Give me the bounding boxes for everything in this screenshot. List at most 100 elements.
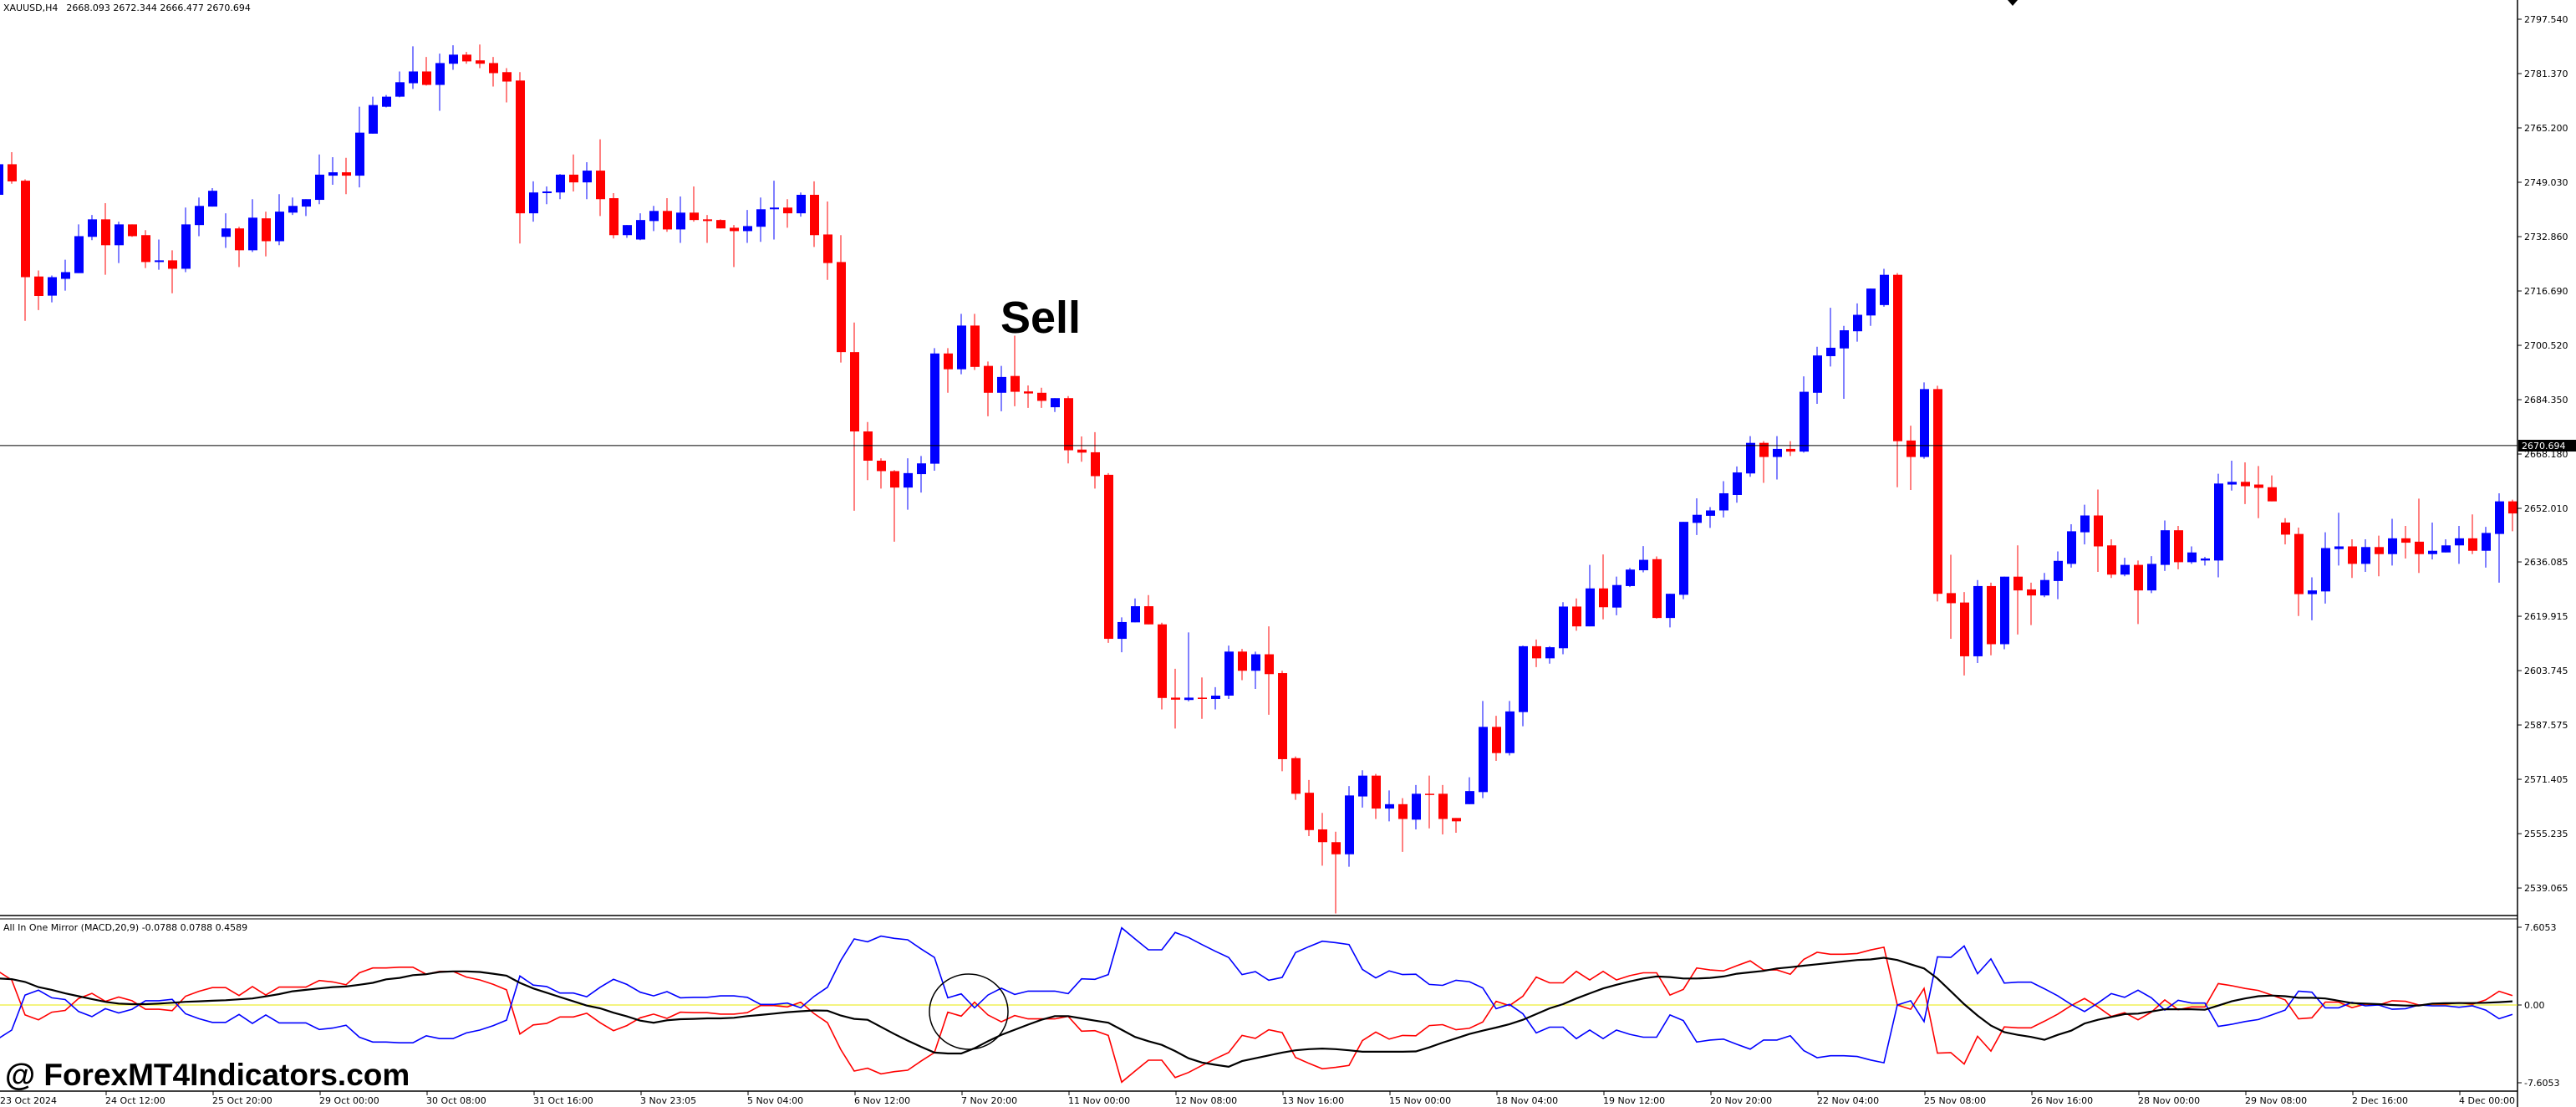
bear-candle-body [850,352,859,432]
candle [101,203,110,275]
bull-candle-body [1813,355,1822,393]
candle [8,151,17,184]
candle [1612,576,1621,615]
indicator-lines [0,926,2513,1084]
price-tick-label: 2571.405 [2524,774,2568,785]
price-axis[interactable]: 2797.540 2781.370 2765.200 2749.030 2732.860… [2517,14,2568,894]
bull-candle-body [2120,564,2130,575]
candle [2027,582,2036,625]
candle [1037,387,1046,408]
candle [369,96,378,134]
candle [1158,622,1167,710]
candle [663,198,672,232]
bull-candle-body [623,225,632,236]
candle [2161,520,2170,571]
candle [128,224,137,237]
bear-candle-body [984,365,993,393]
candle [1505,701,1515,756]
bull-candle-body [2361,547,2370,564]
candle [2107,539,2116,579]
candle [2013,545,2023,635]
candle [649,206,659,232]
time-tick-label: 29 Nov 08:00 [2245,1095,2307,1106]
indicator-signal-line [0,957,2513,1069]
bear-candle-body [703,219,712,222]
candle [2054,551,2063,599]
bull-candle-body [1746,442,1755,474]
bear-candle-body [569,174,578,183]
bull-candle-body [302,199,311,207]
candle [1840,325,1849,400]
bull-candle-body [1973,585,1983,656]
bear-candle-body [1933,389,1942,594]
bear-candle-body [783,207,792,214]
candle [1947,554,1956,640]
candle [502,68,512,103]
candle [1559,602,1568,655]
bear-candle-body [1291,758,1301,794]
price-tick-label: 2603.745 [2524,666,2568,676]
bull-candle-body [797,195,806,214]
candle [609,192,619,239]
bear-candle-body [128,224,137,237]
bear-candle-body [342,172,351,176]
bear-candle-body [1907,440,1916,457]
candle [1117,617,1127,653]
bull-candle-body [2308,590,2317,594]
bull-candle-body [2495,501,2504,534]
price-tick-label: 2749.030 [2524,177,2568,188]
bull-candle-body [2067,531,2076,564]
bull-candle-body [2187,552,2197,563]
bull-candle-body [288,206,298,213]
candle [1987,582,1996,656]
time-tick-label: 12 Nov 08:00 [1175,1095,1237,1106]
bear-candle-body [262,218,271,242]
bear-candle-body [890,471,899,488]
bull-candle-body [1224,651,1234,696]
price-tick-label: 2587.575 [2524,720,2568,731]
candle [2147,556,2156,594]
bull-candle-body [1117,621,1127,640]
bear-candle-body [863,431,873,461]
bull-candle-body [1184,697,1194,701]
time-axis[interactable]: 23 Oct 2024 24 Oct 12:00 25 Oct 20:00 29 Oc… [0,1091,2515,1106]
bear-candle-body [877,460,886,472]
bull-candle-body [1719,492,1728,511]
bear-candle-body [2094,515,2103,547]
bull-candle-body [115,224,124,246]
candle [1438,784,1448,835]
candle [1586,564,1595,627]
candle [930,348,939,472]
bear-candle-body [462,54,471,62]
bull-candle-body [221,228,231,237]
bull-candle-body [328,172,338,176]
bear-candle-body [2415,541,2424,554]
sell-signal-label: Sell [1000,293,1081,343]
time-tick-label: 2 Dec 16:00 [2352,1095,2408,1106]
candle [2268,475,2277,502]
bear-candle-body [690,212,699,221]
bull-candle-body [2080,515,2090,533]
candle [716,219,725,229]
bear-candle-body [810,195,819,236]
bear-candle-body [1960,602,1969,656]
bear-candle-body [2013,576,2023,591]
candle [315,154,324,205]
candle [395,71,405,98]
bull-candle-body [2441,545,2451,553]
candle [2508,499,2517,532]
candle [141,230,150,268]
candle [904,458,913,510]
candle [850,322,859,511]
candle [1719,481,1728,518]
bear-candle-body [1278,673,1287,759]
time-tick-label: 19 Nov 12:00 [1603,1095,1665,1106]
candle [1024,385,1033,408]
price-tick-label: 2700.520 [2524,340,2568,351]
candle [1813,346,1822,405]
candle [2468,514,2477,554]
candle [168,250,177,293]
bear-candle-body [8,164,17,181]
candle [2227,460,2237,491]
